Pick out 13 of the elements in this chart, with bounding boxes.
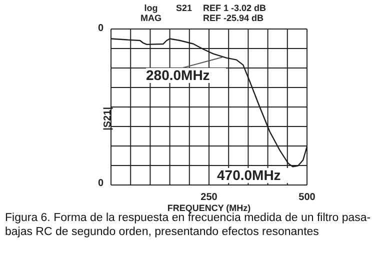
x-axis-title: FREQUENCY (MHz) <box>167 203 251 213</box>
text: 0 <box>98 23 105 34</box>
y-axis-title: |S21| <box>102 106 114 130</box>
text: S21 <box>176 3 194 13</box>
text: 0 <box>98 178 105 189</box>
annotation: 280.0MHz <box>146 67 210 83</box>
text: log MAG <box>140 3 162 23</box>
text: REF -25.94 dB <box>203 13 265 23</box>
text: REF 1 -3.02 dB <box>203 3 268 13</box>
x-tick-label: 250 <box>200 192 218 204</box>
x-tick-label: 500 <box>298 192 316 204</box>
annotation: 470.0MHz <box>217 167 281 183</box>
text: Figura 6. Forma de la respuesta en frecuencia medida de un filtro pasa-bajas RC de segundo orden, presentando efectos resonantes <box>5 212 372 239</box>
